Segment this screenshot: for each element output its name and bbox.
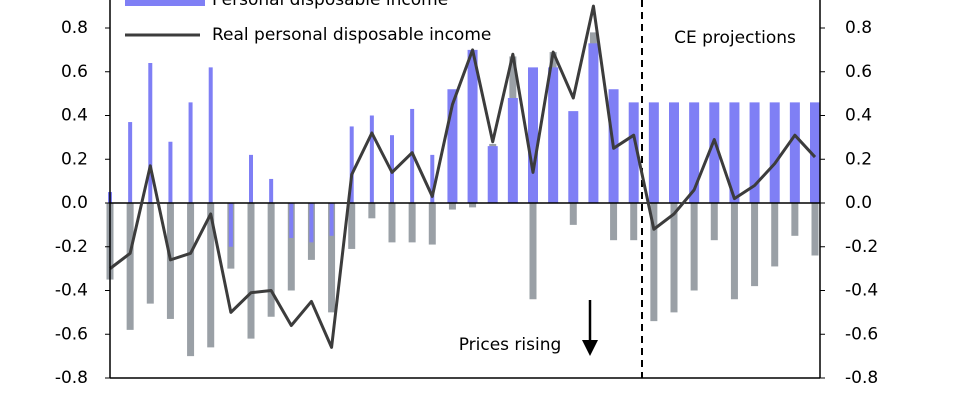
bar xyxy=(207,203,215,348)
bar xyxy=(249,154,253,203)
bar xyxy=(610,203,618,241)
bar xyxy=(669,102,679,203)
y-tick-label: 0.2 xyxy=(61,149,88,169)
bar xyxy=(448,203,456,210)
bar xyxy=(168,141,173,203)
bar xyxy=(670,203,678,313)
bar xyxy=(771,203,779,267)
bar xyxy=(730,203,738,300)
y-tick-label: -0.8 xyxy=(55,368,88,388)
y-tick-label: 0.4 xyxy=(61,106,88,126)
y2-tick-label: 0.8 xyxy=(845,18,872,38)
bar xyxy=(267,203,275,317)
y-tick-label: 0.8 xyxy=(61,18,88,38)
bar xyxy=(487,146,498,203)
y2-tick-label: -0.2 xyxy=(845,237,878,257)
bar xyxy=(408,203,416,243)
bar xyxy=(188,102,193,203)
line-series xyxy=(109,4,817,349)
y-tick-label: -0.2 xyxy=(55,237,88,257)
bar xyxy=(148,63,153,203)
bar xyxy=(709,102,720,203)
bar xyxy=(309,203,314,243)
bar xyxy=(810,102,820,203)
bar xyxy=(548,67,559,203)
y-tick-label: 0.0 xyxy=(61,193,88,213)
bar xyxy=(588,43,599,203)
bar xyxy=(710,203,718,241)
bar xyxy=(648,102,659,203)
bar xyxy=(329,203,334,236)
bar xyxy=(368,203,376,219)
bar xyxy=(447,89,458,203)
bar xyxy=(269,178,274,203)
bar xyxy=(247,203,255,339)
bar xyxy=(789,102,800,203)
bar xyxy=(769,102,780,203)
bar xyxy=(529,203,537,300)
bar xyxy=(287,203,295,291)
y2-tick-label: 0.6 xyxy=(845,62,872,82)
bar xyxy=(528,67,538,203)
y2-tick-label: -0.4 xyxy=(845,281,878,301)
legend-label: Real personal disposable income xyxy=(212,25,491,45)
bar xyxy=(749,102,760,203)
bar xyxy=(128,122,133,203)
bar xyxy=(729,102,740,203)
y2-tick-label: -0.6 xyxy=(845,324,878,344)
bar xyxy=(690,203,698,291)
bar xyxy=(751,203,759,287)
bar xyxy=(568,111,579,203)
y2-tick-label: 0.2 xyxy=(845,149,872,169)
y2-tick-label: -0.8 xyxy=(845,368,878,388)
arrow xyxy=(582,300,598,356)
bar xyxy=(791,203,799,236)
bar xyxy=(569,203,577,225)
legend-label: Personal disposable income xyxy=(212,0,448,10)
y2-tick-label: 0.0 xyxy=(845,193,872,213)
bar xyxy=(187,203,195,357)
annotation: Prices rising xyxy=(459,335,562,355)
y2-tick-label: 0.4 xyxy=(845,106,872,126)
bar xyxy=(628,102,639,203)
bar xyxy=(467,49,478,203)
bar xyxy=(328,203,336,313)
bar xyxy=(369,115,374,203)
bar xyxy=(289,203,294,238)
bar xyxy=(811,203,819,256)
bar xyxy=(146,203,154,304)
legend-swatch xyxy=(125,0,205,6)
bar xyxy=(228,203,233,247)
bar xyxy=(349,126,354,203)
bar xyxy=(469,203,477,208)
y-tick-label: -0.4 xyxy=(55,281,88,301)
bar xyxy=(208,67,213,203)
y-tick-label: -0.6 xyxy=(55,324,88,344)
bar xyxy=(689,102,700,203)
bar xyxy=(650,203,658,322)
bar xyxy=(428,203,436,245)
bar xyxy=(126,203,134,330)
bar xyxy=(388,203,396,243)
annotation: CE projections xyxy=(674,28,796,48)
bar xyxy=(630,203,638,241)
bar xyxy=(348,203,356,249)
bar xyxy=(430,154,435,203)
bar xyxy=(507,98,518,203)
y-tick-label: 0.6 xyxy=(61,62,88,82)
